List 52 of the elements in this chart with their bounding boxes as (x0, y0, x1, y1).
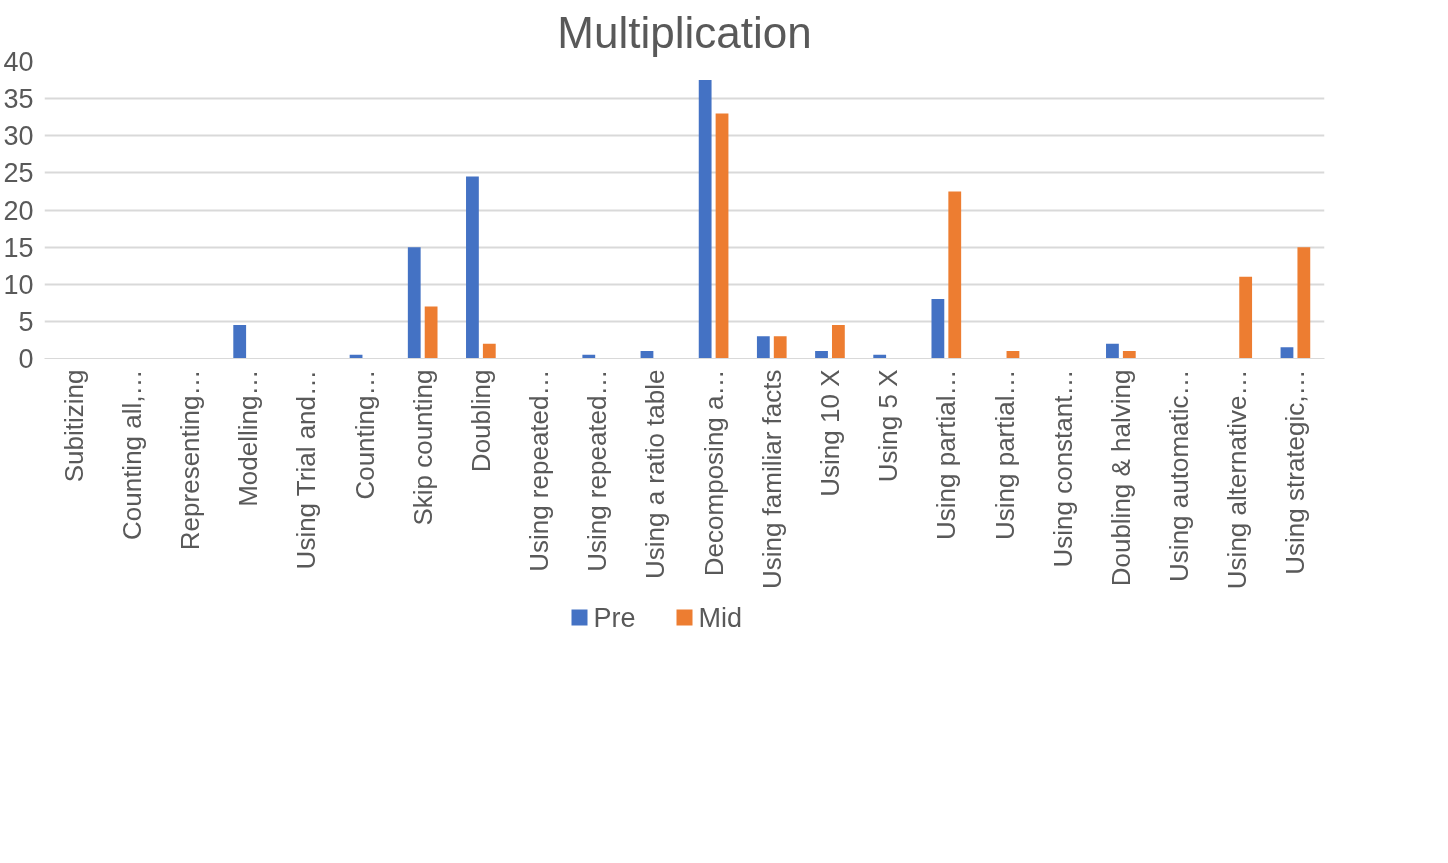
x-tick-label: Using familiar facts (756, 369, 787, 590)
bar (773, 336, 787, 359)
bar (948, 191, 962, 359)
bar (931, 299, 945, 359)
x-tick-label: Using repeated… (582, 369, 613, 572)
x-tick-label: Using 10 X (814, 369, 845, 497)
legend-label: Mid (698, 602, 743, 633)
y-tick-label: 0 (18, 344, 34, 374)
bar (1297, 247, 1311, 359)
x-tick-label: Using partial… (989, 369, 1020, 541)
bar (466, 176, 479, 359)
y-tick-label: 40 (3, 47, 34, 77)
x-tick-label: Using repeated… (524, 369, 555, 572)
bar (482, 343, 496, 359)
bar (424, 306, 438, 359)
x-tick-label: Subitizing (58, 369, 89, 483)
x-tick-label: Skip counting (407, 369, 438, 526)
bar (815, 351, 828, 359)
x-tick-label: Using partial… (931, 369, 962, 541)
y-tick-label: 5 (18, 306, 34, 337)
x-tick-label: Using alternative… (1222, 369, 1253, 590)
bar (1280, 347, 1294, 359)
chart-title: Multiplication (557, 7, 812, 57)
y-tick-label: 30 (3, 121, 34, 152)
x-tick-label: Using automatic… (1164, 369, 1195, 582)
y-tick-label: 25 (3, 158, 34, 189)
x-tick-label: Using Trial and… (291, 369, 322, 570)
bar (233, 325, 247, 359)
x-tick-label: Modelling… (233, 369, 264, 507)
x-tick-label: Using constant… (1047, 369, 1078, 568)
x-tick-label: Doubling & halving (1105, 369, 1136, 587)
bar (698, 80, 712, 359)
y-tick-label: 10 (3, 269, 34, 300)
bar (1122, 351, 1136, 359)
y-tick-label: 15 (3, 232, 34, 263)
bar (1106, 343, 1119, 359)
legend-label: Pre (593, 602, 636, 633)
bar (831, 325, 845, 359)
x-tick-label: Counting all,… (116, 369, 147, 541)
x-tick-label: Using 5 X (873, 369, 904, 483)
x-tick-label: Using strategic,… (1280, 369, 1311, 575)
x-tick-label: Counting… (349, 369, 380, 500)
x-tick-label: Decomposing a… (698, 369, 729, 577)
bar (756, 336, 770, 359)
y-tick-label: 35 (3, 84, 34, 115)
bar (407, 247, 421, 359)
bar (1239, 276, 1253, 359)
y-tick-label: 20 (3, 195, 34, 226)
x-tick-label: Doubling (465, 369, 496, 473)
x-tick-label: Using a ratio table (640, 369, 671, 580)
bar (715, 113, 729, 359)
x-tick-label: Representing… (174, 369, 205, 551)
